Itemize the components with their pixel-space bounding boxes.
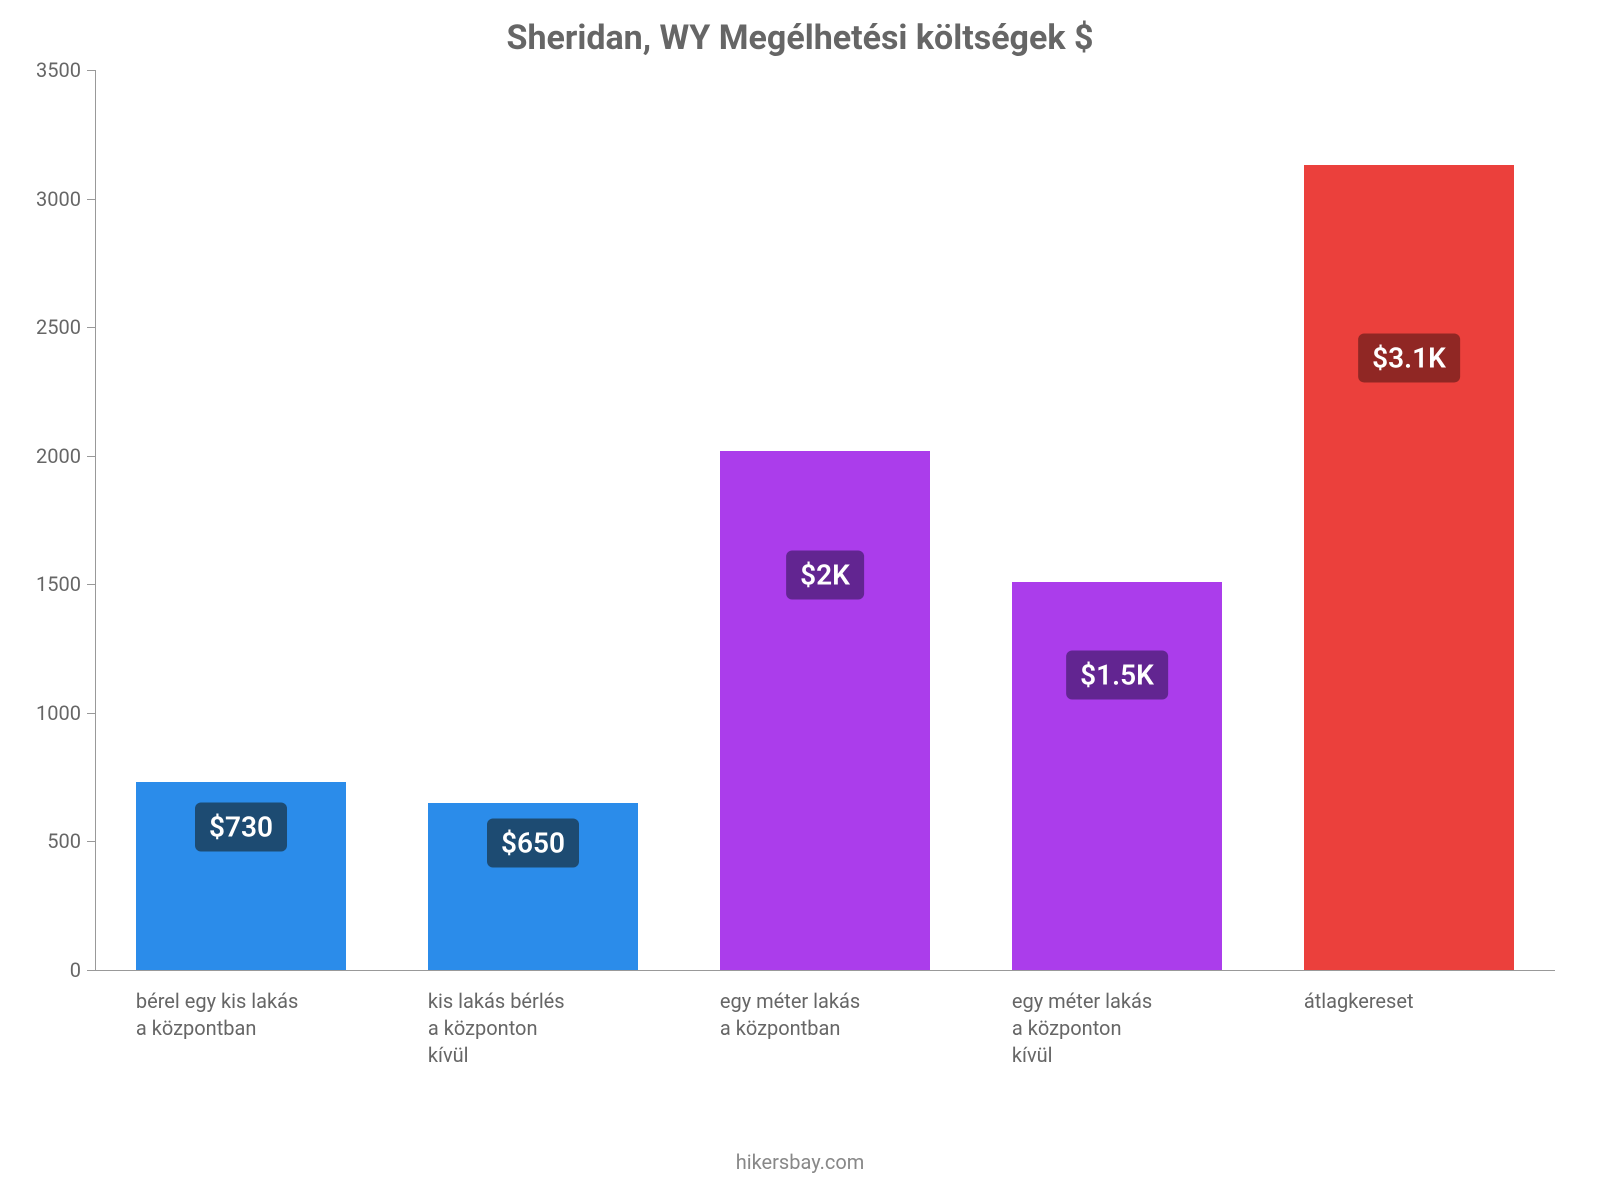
- bar: [720, 451, 930, 970]
- bar: [1304, 165, 1514, 970]
- bar-value-label: $1.5K: [1066, 650, 1168, 699]
- bar: [1012, 582, 1222, 970]
- y-axis-tick-mark: [87, 970, 95, 971]
- chart-footer: hikersbay.com: [0, 1150, 1600, 1174]
- y-axis-tick-mark: [87, 713, 95, 714]
- x-axis-tick-label: kis lakás bérlésa központonkívül: [428, 970, 628, 1069]
- bar-value-label: $3.1K: [1358, 334, 1460, 383]
- x-axis-tick-label: bérel egy kis lakása központban: [136, 970, 336, 1042]
- chart-container: Sheridan, WY Megélhetési költségek $ 050…: [0, 0, 1600, 1200]
- y-axis-line: [95, 70, 96, 970]
- y-axis-tick-mark: [87, 199, 95, 200]
- bar-value-label: $730: [195, 803, 287, 852]
- y-axis-tick-mark: [87, 70, 95, 71]
- x-axis-tick-label: egy méter lakása központban: [720, 970, 920, 1042]
- bar-value-label: $2K: [786, 551, 864, 600]
- y-axis-tick-mark: [87, 327, 95, 328]
- chart-title: Sheridan, WY Megélhetési költségek $: [0, 18, 1600, 58]
- x-axis-tick-label: átlagkereset: [1304, 970, 1504, 1015]
- plot-area: 0500100015002000250030003500$730bérel eg…: [95, 70, 1555, 970]
- y-axis-tick-mark: [87, 456, 95, 457]
- y-axis-tick-mark: [87, 841, 95, 842]
- bar-value-label: $650: [487, 818, 579, 867]
- x-axis-tick-label: egy méter lakása központonkívül: [1012, 970, 1212, 1069]
- y-axis-tick-mark: [87, 584, 95, 585]
